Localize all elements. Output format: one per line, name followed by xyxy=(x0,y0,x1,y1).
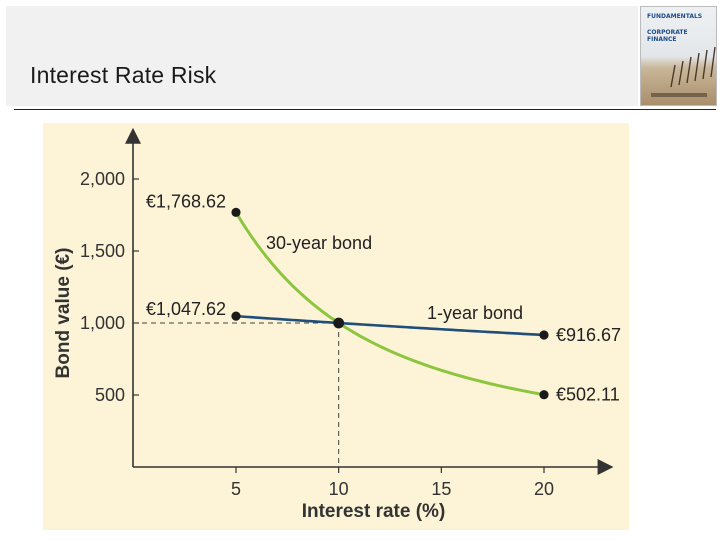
series-line-30-year-bond xyxy=(234,210,546,397)
y-tick-label: 1,500 xyxy=(80,241,125,261)
series-label-1-year-bond: 1-year bond xyxy=(427,303,523,323)
data-point-marker xyxy=(231,311,241,321)
reference-point-marker xyxy=(333,317,345,329)
header-band xyxy=(6,6,638,106)
x-axis-label: Interest rate (%) xyxy=(302,501,446,522)
y-axis-label: Bond value (€) xyxy=(53,248,74,379)
x-tick-label: 10 xyxy=(329,479,349,499)
value-label-30yr-at-5: €1,768.62 xyxy=(146,191,226,211)
title-divider xyxy=(14,109,716,110)
textbook-cover-image: FUNDAMENTALS CORPORATE FINANCE xyxy=(640,6,717,106)
slide-title: Interest Rate Risk xyxy=(30,62,217,88)
cover-authors-strip xyxy=(651,93,707,97)
x-tick-label: 5 xyxy=(231,479,241,499)
value-label-30yr-at-20: €502.11 xyxy=(556,385,620,405)
chart-panel: 5 10 15 20 500 1,000 1,500 2,000 €1,768.62 €1,04… xyxy=(43,123,629,530)
cover-title-line-1: FUNDAMENTALS xyxy=(647,13,703,20)
data-point-marker xyxy=(539,330,549,340)
y-tick-label: 500 xyxy=(95,385,125,405)
cover-fence-art xyxy=(670,47,716,88)
bond-value-chart: 5 10 15 20 500 1,000 1,500 2,000 €1,768.62 €1,04… xyxy=(53,127,621,522)
cover-title-line-2: CORPORATE FINANCE xyxy=(647,29,688,43)
y-tick-label: 1,000 xyxy=(80,313,125,333)
x-tick-label: 20 xyxy=(534,479,554,499)
series-label-30-year-bond: 30-year bond xyxy=(266,233,372,253)
y-tick-label: 2,000 xyxy=(80,169,125,189)
data-point-marker xyxy=(231,207,241,217)
value-label-1yr-at-5: €1,047.62 xyxy=(146,299,226,319)
x-tick-label: 15 xyxy=(431,479,451,499)
series-line-1-year-bond xyxy=(234,314,546,337)
value-label-1yr-at-20: €916.67 xyxy=(556,325,621,345)
data-point-marker xyxy=(539,390,549,400)
